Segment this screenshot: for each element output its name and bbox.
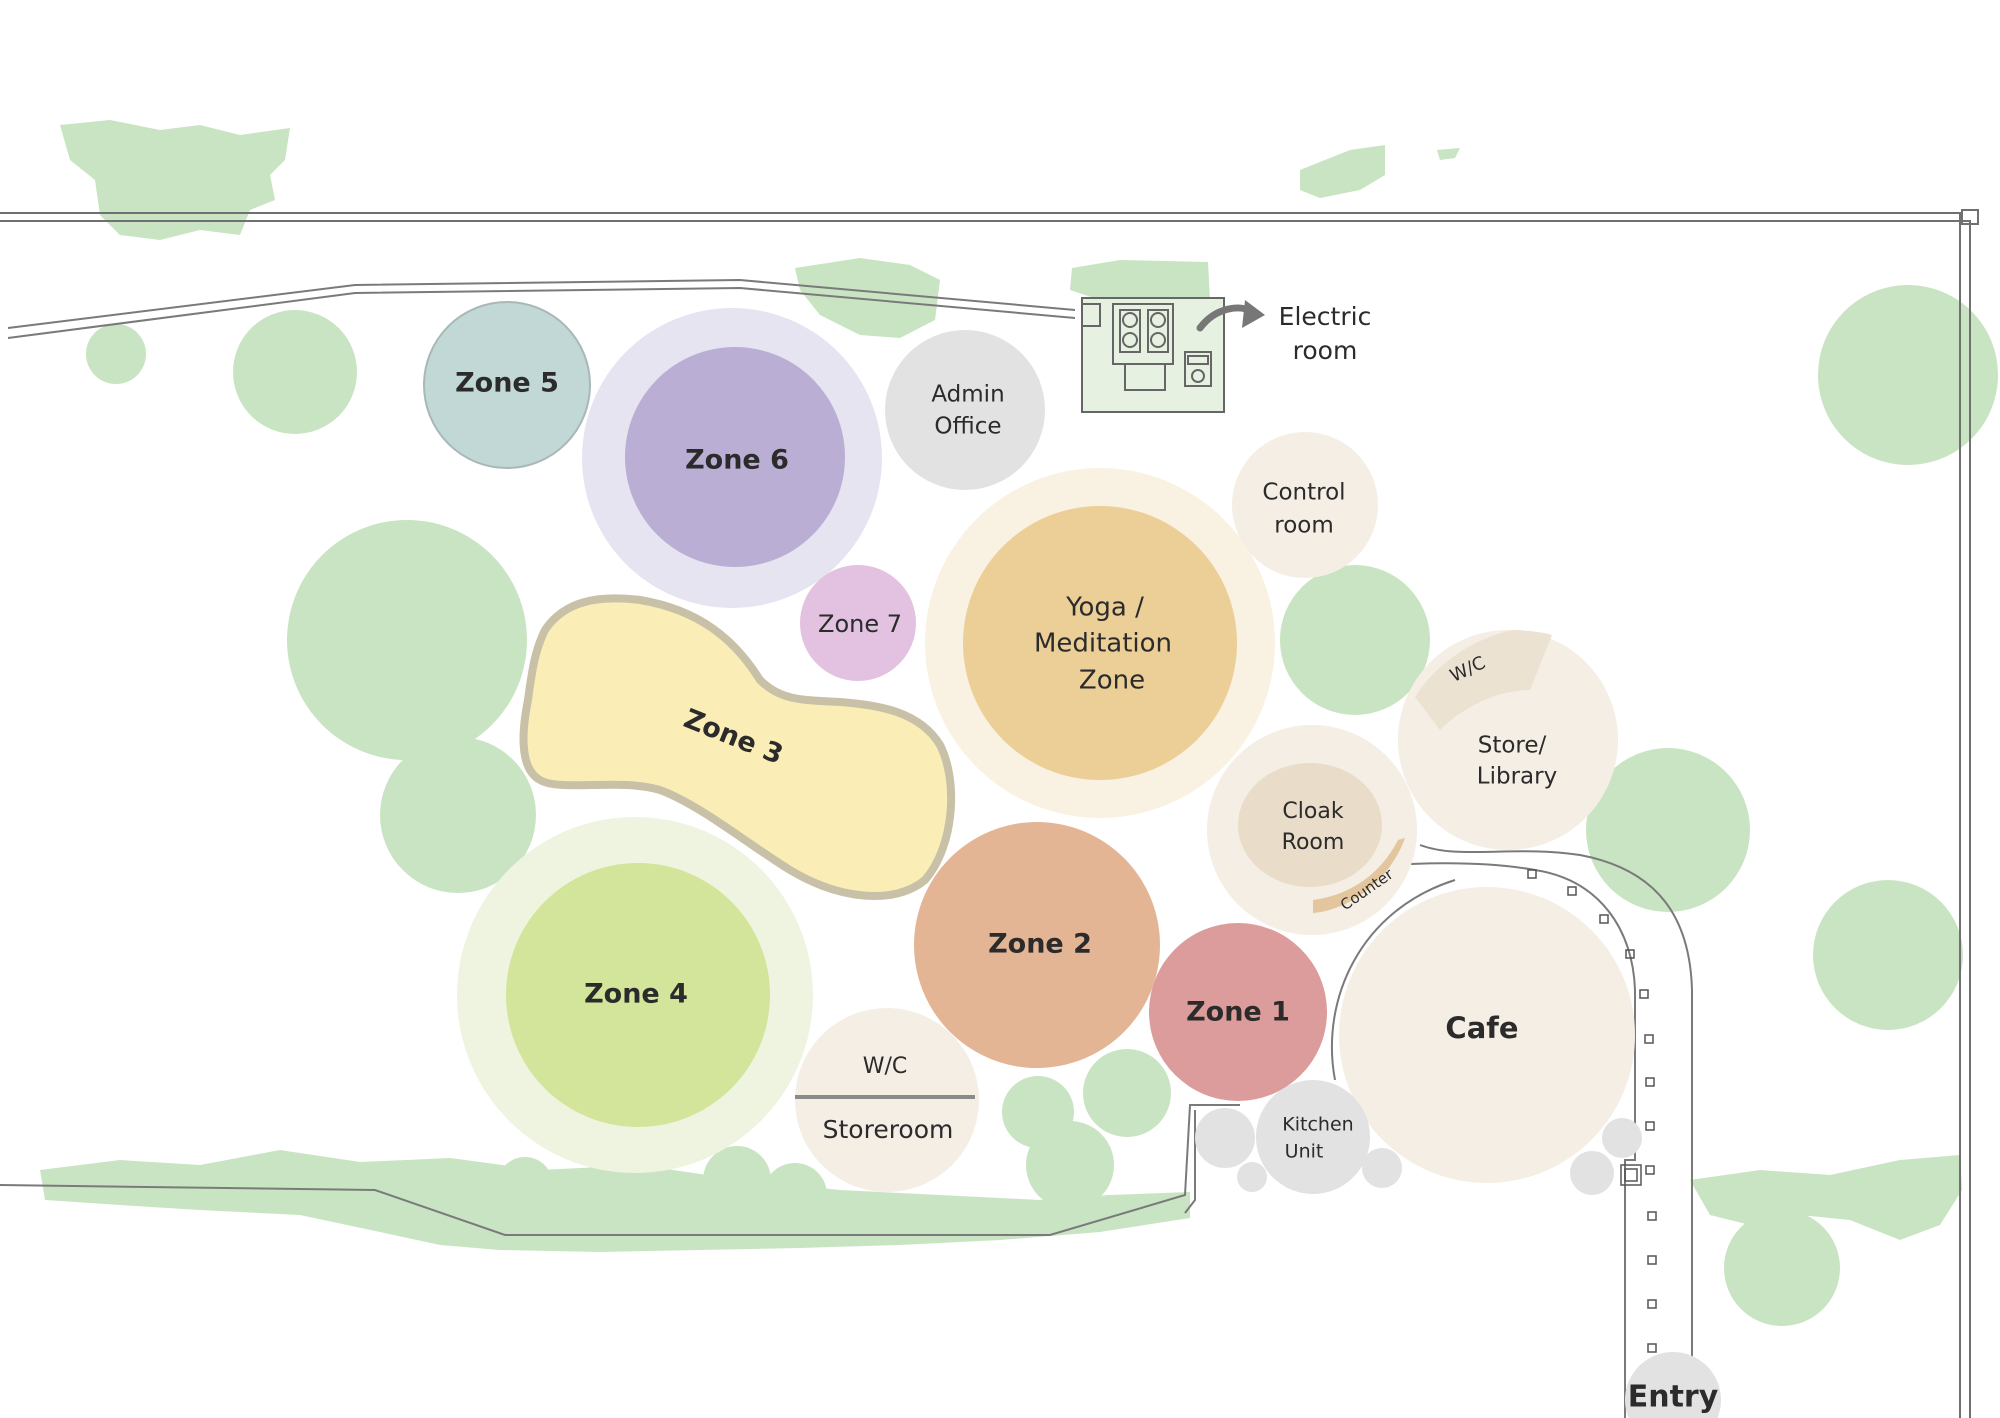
wc-storeroom[interactable] xyxy=(795,1008,979,1192)
control-room[interactable] xyxy=(1232,432,1378,578)
zone-3[interactable] xyxy=(519,594,956,900)
tree-left xyxy=(233,310,357,434)
zone-1-label: Zone 1 xyxy=(1186,997,1290,1028)
cloak-room-label-line2: Room xyxy=(1282,830,1345,855)
cloak-room-label-line1: Cloak xyxy=(1282,799,1343,824)
electric-room-label-line1: Electric xyxy=(1279,302,1372,331)
yoga-label-line2: Meditation xyxy=(1034,629,1172,659)
paths xyxy=(0,278,1693,1418)
store-library-label-line1: Store/ xyxy=(1478,733,1547,759)
cloak-room[interactable] xyxy=(1238,763,1382,887)
entry[interactable] xyxy=(1625,1352,1721,1418)
path-markers xyxy=(1527,869,1657,1353)
tree-large-left xyxy=(287,520,527,760)
kitchen-unit[interactable] xyxy=(1256,1080,1370,1194)
electric-arrowhead-icon xyxy=(1242,300,1265,328)
shrub-bottom-2 xyxy=(1083,1049,1171,1137)
zone-5-label: Zone 5 xyxy=(455,368,559,399)
shrub-bottom-3 xyxy=(1026,1121,1114,1209)
zone-2-label: Zone 2 xyxy=(988,929,1092,960)
tree-right-mid xyxy=(1813,880,1963,1030)
kitchen-unit-label-line2: Unit xyxy=(1285,1141,1324,1163)
zone-2[interactable] xyxy=(914,822,1160,1068)
entry-path-outer xyxy=(1419,844,1693,1418)
bush-top-center xyxy=(1300,145,1385,198)
tree-top-left xyxy=(60,120,290,240)
zone-7-label: Zone 7 xyxy=(818,610,902,638)
yoga-label-line1: Yoga / xyxy=(1065,593,1144,623)
admin-office-label-line1: Admin xyxy=(931,382,1004,408)
zone-6[interactable] xyxy=(625,347,845,567)
counter xyxy=(1313,838,1405,913)
tree-small-left xyxy=(86,324,146,384)
store-library-label-line2: Library xyxy=(1477,764,1557,790)
zone-4[interactable] xyxy=(506,863,770,1127)
hedge-bottom xyxy=(40,1150,1190,1252)
kitchen-seating xyxy=(1195,1108,1642,1195)
tree-left-lower xyxy=(380,737,536,893)
store-wc xyxy=(1415,630,1552,730)
zone-7[interactable] xyxy=(800,565,916,681)
bush-near-zone6 xyxy=(795,258,940,338)
bush-near-electric xyxy=(1070,260,1210,300)
cafe-label: Cafe xyxy=(1445,1011,1518,1045)
entry-label: Entry xyxy=(1628,1380,1719,1415)
kitchen-unit-label-line1: Kitchen xyxy=(1282,1114,1353,1136)
admin-office[interactable] xyxy=(885,330,1045,490)
yoga-meditation-zone[interactable] xyxy=(963,506,1237,780)
vegetation xyxy=(40,120,1998,1326)
control-room-label-line2: room xyxy=(1274,513,1334,539)
admin-office-label-line2: Office xyxy=(934,414,1001,440)
cafe[interactable] xyxy=(1339,887,1635,1183)
zone-1[interactable] xyxy=(1149,923,1327,1101)
storeroom-label: Storeroom xyxy=(823,1115,954,1144)
site-boundary xyxy=(0,209,1979,1418)
yoga-label-line3: Zone xyxy=(1079,666,1145,696)
wc-label: W/C xyxy=(863,1054,908,1079)
bush-top-center-small xyxy=(1437,148,1460,160)
zone-6-label: Zone 6 xyxy=(685,445,789,476)
hedge-bottom-right xyxy=(1690,1155,1962,1240)
electric-room-label-line2: room xyxy=(1293,336,1358,365)
electric-room xyxy=(1081,297,1225,413)
tree-bottom-right xyxy=(1724,1210,1840,1326)
control-room-label-line1: Control xyxy=(1262,480,1345,506)
zone-4-label: Zone 4 xyxy=(584,979,688,1010)
cafe-edge-path xyxy=(1330,879,1456,1081)
zone-5[interactable] xyxy=(423,301,591,469)
tree-right-top xyxy=(1818,285,1998,465)
tree-control xyxy=(1280,565,1430,715)
